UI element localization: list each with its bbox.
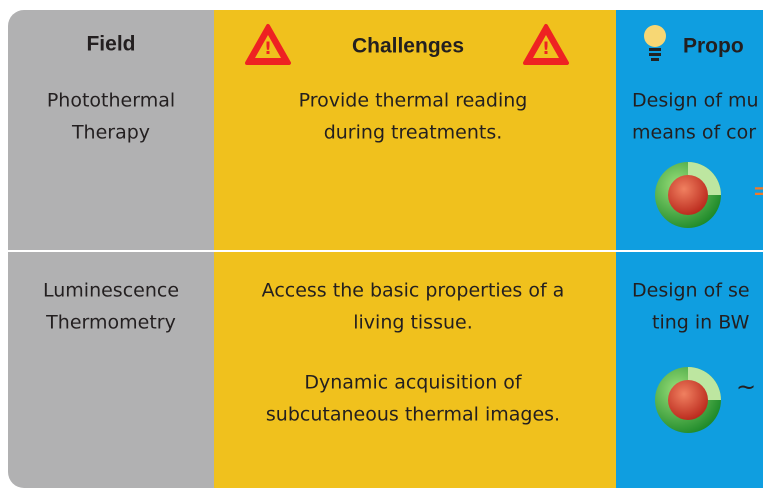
proposal-text: ting in BW xyxy=(652,312,750,334)
warning-icon: ! xyxy=(245,24,291,65)
symbol: ~ xyxy=(736,373,756,401)
nanoparticle-icon xyxy=(655,162,721,228)
svg-text:!: ! xyxy=(542,39,550,59)
challenge-text: during treatments. xyxy=(324,122,503,144)
table-background xyxy=(8,10,763,488)
symbol: = xyxy=(752,174,763,207)
challenge-text: Dynamic acquisition of xyxy=(304,372,523,394)
warning-icon: ! xyxy=(523,24,569,65)
header-proposal: Propo xyxy=(683,35,744,58)
field-text: Therapy xyxy=(71,122,150,144)
proposal-text: Design of mu xyxy=(632,90,759,112)
svg-text:!: ! xyxy=(264,39,272,59)
field-text: Luminescence xyxy=(43,280,179,302)
proposal-text: Design of se xyxy=(632,280,750,302)
field-text: Photothermal xyxy=(47,90,175,112)
challenge-text: subcutaneous thermal images. xyxy=(266,404,560,426)
challenge-text: Access the basic properties of a xyxy=(262,280,565,302)
field-text: Thermometry xyxy=(45,312,176,334)
header-field: Field xyxy=(86,33,135,56)
nanoparticle-icon xyxy=(655,367,721,433)
challenge-text: Provide thermal reading xyxy=(299,90,528,112)
header-challenges: Challenges xyxy=(352,35,464,58)
challenge-text: living tissue. xyxy=(353,312,473,334)
proposal-text: means of cor xyxy=(632,122,756,144)
bulb-icon xyxy=(644,25,666,61)
